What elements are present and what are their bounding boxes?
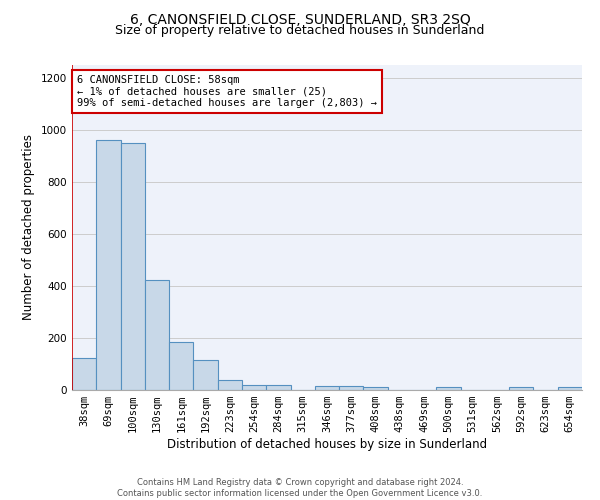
Bar [266,386,290,390]
Bar [121,143,145,390]
Bar [218,380,242,390]
Text: 6 CANONSFIELD CLOSE: 58sqm
← 1% of detached houses are smaller (25)
99% of semi-: 6 CANONSFIELD CLOSE: 58sqm ← 1% of detac… [77,74,377,108]
Bar [193,360,218,390]
Text: Size of property relative to detached houses in Sunderland: Size of property relative to detached ho… [115,24,485,37]
Y-axis label: Number of detached properties: Number of detached properties [22,134,35,320]
Bar [558,388,582,390]
Bar [169,342,193,390]
Bar [96,140,121,390]
Bar [339,386,364,390]
Bar [436,388,461,390]
Bar [72,358,96,390]
Text: Contains HM Land Registry data © Crown copyright and database right 2024.
Contai: Contains HM Land Registry data © Crown c… [118,478,482,498]
Bar [145,280,169,390]
Bar [315,386,339,390]
Bar [509,388,533,390]
X-axis label: Distribution of detached houses by size in Sunderland: Distribution of detached houses by size … [167,438,487,451]
Bar [364,388,388,390]
Bar [242,386,266,390]
Text: 6, CANONSFIELD CLOSE, SUNDERLAND, SR3 2SQ: 6, CANONSFIELD CLOSE, SUNDERLAND, SR3 2S… [130,12,470,26]
